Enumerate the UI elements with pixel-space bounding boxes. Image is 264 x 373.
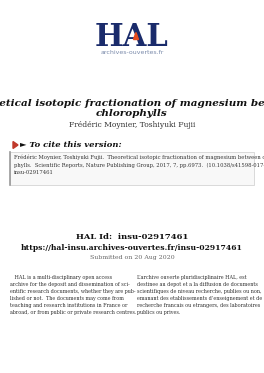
Polygon shape [13, 141, 18, 148]
Text: https://hal-insu.archives-ouvertes.fr/insu-02917461: https://hal-insu.archives-ouvertes.fr/in… [21, 244, 243, 252]
Text: archives-ouvertes.fr: archives-ouvertes.fr [100, 50, 164, 54]
Text: Frédéric Moynier, Toshiyuki Fujii: Frédéric Moynier, Toshiyuki Fujii [69, 121, 195, 129]
Text: Submitted on 20 Aug 2020: Submitted on 20 Aug 2020 [89, 254, 175, 260]
Polygon shape [134, 32, 139, 40]
Text: L’archive ouverte pluridisciplinaire HAL, est
destinee au depot et a la diffusio: L’archive ouverte pluridisciplinaire HAL… [137, 275, 262, 315]
Text: HAL: HAL [95, 22, 169, 53]
Text: HAL Id:  insu-02917461: HAL Id: insu-02917461 [76, 233, 188, 241]
FancyBboxPatch shape [10, 152, 254, 185]
Text: Frédéric Moynier, Toshiyuki Fujii.  Theoretical isotopic fractionation of magnes: Frédéric Moynier, Toshiyuki Fujii. Theor… [14, 155, 264, 175]
Text: Theoretical isotopic fractionation of magnesium between: Theoretical isotopic fractionation of ma… [0, 98, 264, 107]
Text: HAL is a multi-disciplinary open access
archive for the deposit and disseminatio: HAL is a multi-disciplinary open access … [10, 275, 136, 315]
Text: chlorophylls: chlorophylls [96, 110, 168, 119]
Text: ► To cite this version:: ► To cite this version: [20, 141, 122, 149]
